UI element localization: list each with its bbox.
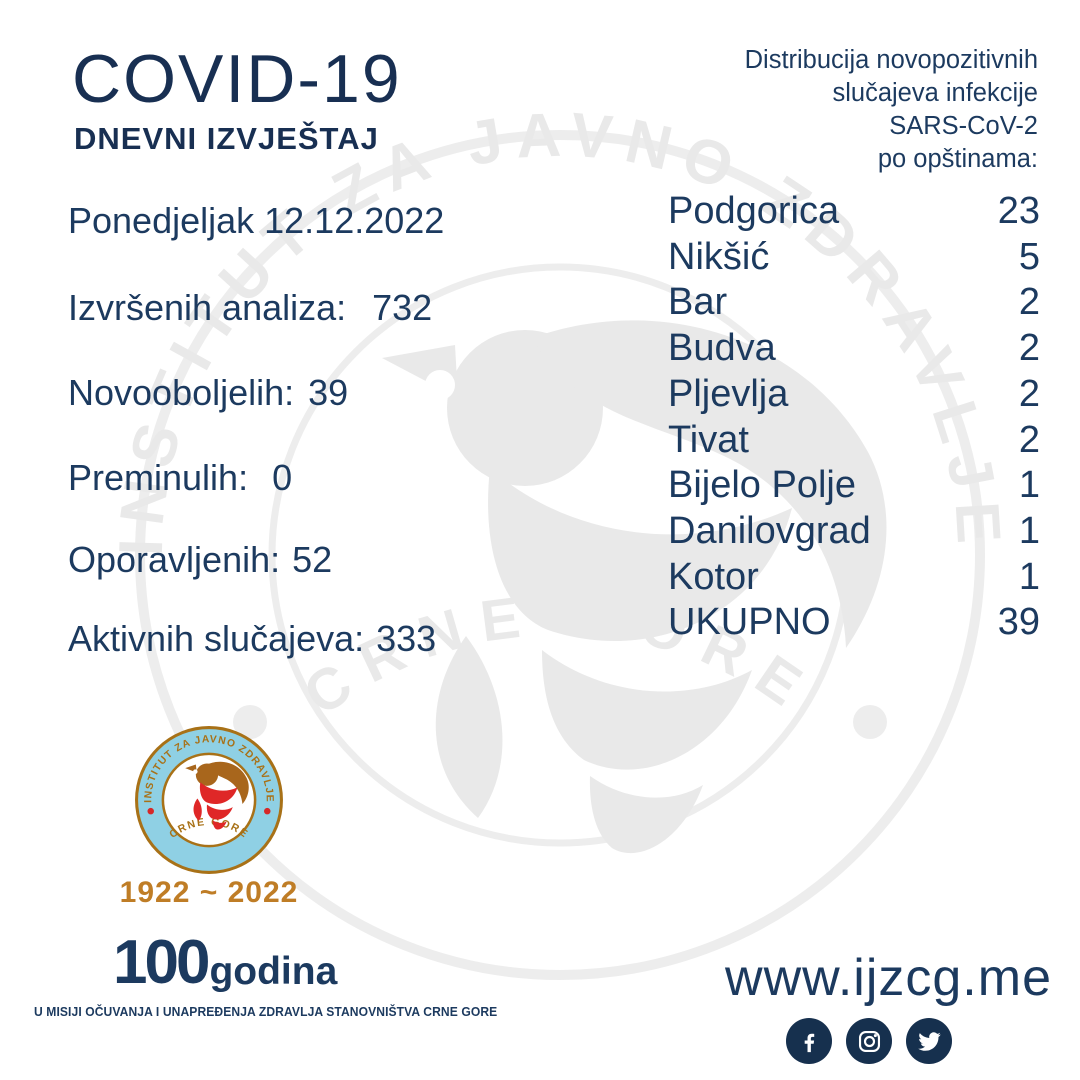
stat-value: 333 bbox=[376, 618, 437, 659]
stat-analyses: Izvršenih analiza: 732 bbox=[68, 287, 432, 329]
stat-value: 39 bbox=[308, 372, 349, 413]
stat-value: 0 bbox=[272, 457, 293, 498]
municipality-name: Bar bbox=[668, 281, 728, 324]
stat-recovered: Oporavljenih: 52 bbox=[68, 539, 332, 581]
municipality-value: 39 bbox=[997, 601, 1040, 644]
municipality-name: Nikšić bbox=[668, 235, 770, 278]
page-title: COVID-19 bbox=[72, 41, 402, 117]
table-row-total: UKUPNO 39 bbox=[668, 600, 1040, 646]
institute-logo: INSTITUT ZA JAVNO ZDRAVLJE CRNE GORE bbox=[135, 726, 283, 874]
watermark-dove-icon bbox=[382, 320, 887, 854]
stat-label: Oporavljenih: bbox=[68, 539, 281, 580]
municipality-name: Danilovgrad bbox=[668, 509, 871, 552]
municipality-name: Kotor bbox=[668, 555, 759, 598]
century-word: godina bbox=[209, 950, 338, 993]
municipality-name: UKUPNO bbox=[668, 601, 831, 644]
stat-value: 732 bbox=[372, 287, 433, 328]
municipality-name: Bijelo Polje bbox=[668, 464, 856, 507]
stat-label: Preminulih: bbox=[68, 457, 249, 498]
table-row: Tivat 2 bbox=[668, 418, 1040, 464]
municipality-value: 2 bbox=[1018, 281, 1040, 324]
municipality-value: 23 bbox=[997, 190, 1040, 232]
page-subtitle: DNEVNI IZVJEŠTAJ bbox=[74, 121, 379, 156]
logo-dove-icon bbox=[185, 761, 249, 830]
distribution-note-line: Distribucija novopozitivnih bbox=[744, 46, 1038, 74]
municipality-value: 1 bbox=[1018, 464, 1040, 507]
table-row: Pljevlja 2 bbox=[668, 372, 1040, 418]
logo-left-dot bbox=[147, 807, 154, 815]
distribution-note-line: slučajeva infekcije bbox=[832, 79, 1038, 107]
table-row: Danilovgrad 1 bbox=[668, 509, 1040, 555]
stat-label: Novooboljelih: bbox=[68, 372, 295, 413]
stat-label: Izvršenih analiza: bbox=[68, 287, 347, 328]
municipality-value: 1 bbox=[1018, 509, 1040, 552]
twitter-icon[interactable] bbox=[906, 1018, 952, 1064]
stat-value: 52 bbox=[292, 539, 333, 580]
stat-active-cases: Aktivnih slučajeva: 333 bbox=[68, 618, 436, 660]
stat-label: Aktivnih slučajeva: bbox=[68, 618, 365, 659]
century-number: 100 bbox=[113, 928, 210, 997]
logo-right-dot bbox=[264, 807, 271, 815]
table-row: Kotor 1 bbox=[668, 555, 1040, 601]
table-row: Nikšić 5 bbox=[668, 235, 1040, 281]
distribution-note: Distribucija novopozitivnih slučajeva in… bbox=[745, 44, 1038, 176]
municipality-name: Tivat bbox=[668, 418, 749, 461]
table-row: Bijelo Polje 1 bbox=[668, 463, 1040, 509]
municipality-value: 1 bbox=[1018, 555, 1040, 598]
municipalities-table: Podgorica 23 Nikšić 5 Bar 2 Budva 2 Pljevlja… bbox=[668, 189, 1040, 646]
municipality-name: Podgorica bbox=[668, 190, 840, 232]
municipality-value: 2 bbox=[1018, 418, 1040, 461]
watermark-outer-ring bbox=[135, 130, 985, 980]
stat-deaths: Preminulih: 0 bbox=[68, 457, 292, 499]
municipality-value: 5 bbox=[1018, 235, 1040, 278]
municipality-name: Pljevlja bbox=[668, 372, 789, 415]
facebook-icon[interactable] bbox=[786, 1018, 832, 1064]
instagram-icon[interactable] bbox=[846, 1018, 892, 1064]
report-date: Ponedjeljak 12.12.2022 bbox=[68, 200, 445, 241]
municipality-value: 2 bbox=[1018, 372, 1040, 415]
table-row: Budva 2 bbox=[668, 326, 1040, 372]
social-links bbox=[786, 1018, 952, 1064]
century-logo: 100 godina bbox=[113, 930, 337, 996]
table-row: Bar 2 bbox=[668, 280, 1040, 326]
watermark-left-dot bbox=[233, 705, 267, 739]
stat-new-cases: Novooboljelih: 39 bbox=[68, 372, 348, 414]
anniversary-years: 1922 ~ 2022 bbox=[119, 876, 299, 909]
municipality-value: 2 bbox=[1018, 327, 1040, 370]
distribution-note-line: SARS-CoV-2 bbox=[889, 112, 1038, 140]
mission-statement: U MISIJI OČUVANJA I UNAPREĐENJA ZDRAVLJA… bbox=[34, 1004, 498, 1019]
municipality-name: Budva bbox=[668, 327, 776, 370]
watermark-right-dot bbox=[853, 705, 887, 739]
website-link[interactable]: www.ijzcg.me bbox=[725, 949, 1052, 1007]
distribution-note-line: po opštinama: bbox=[877, 145, 1038, 173]
table-row: Podgorica 23 bbox=[668, 189, 1040, 235]
